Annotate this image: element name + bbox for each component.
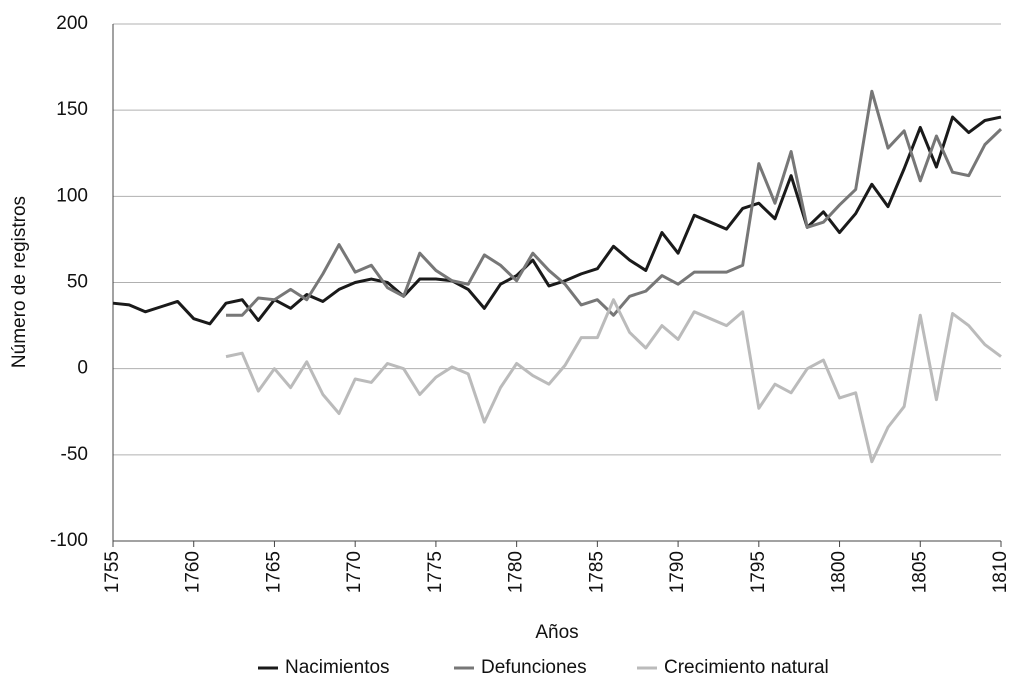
y-tick-label: 200 [56,13,88,34]
x-tick-label: 1785 [586,551,607,593]
x-tick-label: 1755 [102,551,123,593]
series-line [112,115,1002,326]
legend-label: Crecimiento natural [664,657,829,678]
y-tick-label: 100 [56,185,88,206]
x-tick-label: 1775 [425,551,446,593]
x-tick-label: 1795 [748,551,769,593]
x-tick-label: 1760 [183,551,204,593]
x-tick-label: 1780 [506,551,527,593]
x-tick-label: 1765 [263,551,284,593]
x-tick-label: 1790 [667,551,688,593]
y-tick-label: 50 [67,272,88,293]
y-tick-label: 0 [77,358,88,379]
x-axis-title: Años [535,622,578,643]
y-axis-title: Número de registros [9,196,30,368]
x-tick-label: 1800 [829,551,850,593]
series-line [226,89,1003,317]
x-tick-label: 1810 [990,551,1011,593]
legend-label: Nacimientos [285,657,390,678]
x-tick-label: 1770 [344,551,365,593]
series-line [225,298,1002,464]
y-tick-label: 150 [56,99,88,120]
y-tick-label: -100 [50,530,88,551]
x-tick-label: 1805 [909,551,930,593]
legend-label: Defunciones [481,657,587,678]
y-tick-label: -50 [61,444,88,465]
